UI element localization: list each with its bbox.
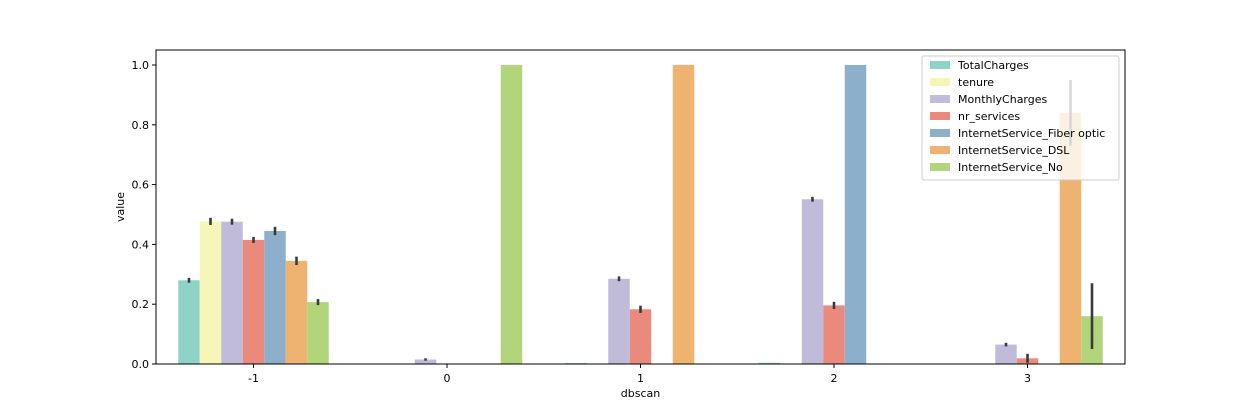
x-axis-label: dbscan [621,387,660,400]
bar [801,199,824,364]
bar [264,230,286,364]
bar [844,65,867,364]
x-ticks: -1 0 1 2 3 [248,364,1031,385]
legend-swatch [930,95,950,103]
bar [500,65,523,364]
y-tick-label: 0.0 [132,358,150,371]
legend-swatch [930,163,950,171]
legend-label: InternetService_No [958,161,1063,174]
y-tick-label: 0.8 [132,119,150,132]
x-tick-label: 0 [444,372,451,385]
bar [672,65,695,364]
legend-swatch [930,146,950,154]
x-tick-label: 3 [1024,372,1031,385]
legend-label: tenure [958,76,994,89]
legend-label: InternetService_DSL [958,144,1070,157]
legend-swatch [930,112,950,120]
bar [758,362,781,364]
x-tick-label: -1 [248,372,259,385]
y-tick-label: 0.6 [132,179,150,192]
bar [629,309,652,364]
bar [608,278,630,364]
legend-swatch [930,78,950,86]
bar [285,260,308,364]
x-tick-label: 2 [831,372,838,385]
bar [199,221,222,364]
y-tick-label: 0.4 [132,238,150,251]
y-tick-label: 0.2 [132,298,150,311]
bars-layer [178,65,1103,364]
x-tick-label: 1 [637,372,644,385]
y-ticks: 0.0 0.2 0.4 0.6 0.8 1.0 [132,59,156,371]
legend-label: TotalCharges [957,59,1029,72]
legend-label: InternetService_Fiber optic [958,127,1105,140]
bar [995,344,1017,364]
y-axis-label: value [114,192,127,222]
bar [307,302,329,364]
legend-label: MonthlyCharges [958,93,1048,106]
y-tick-label: 1.0 [132,59,150,72]
legend-box [921,55,1120,181]
legend-label: nr_services [958,110,1020,123]
legend-swatch [930,129,950,137]
legend-swatch [930,61,950,69]
bar [414,359,437,364]
bar [242,239,265,364]
bar [823,305,845,364]
bar [221,221,243,364]
legend: TotalCharges tenure MonthlyCharges nr_servi… [921,55,1120,181]
bar [178,280,200,364]
